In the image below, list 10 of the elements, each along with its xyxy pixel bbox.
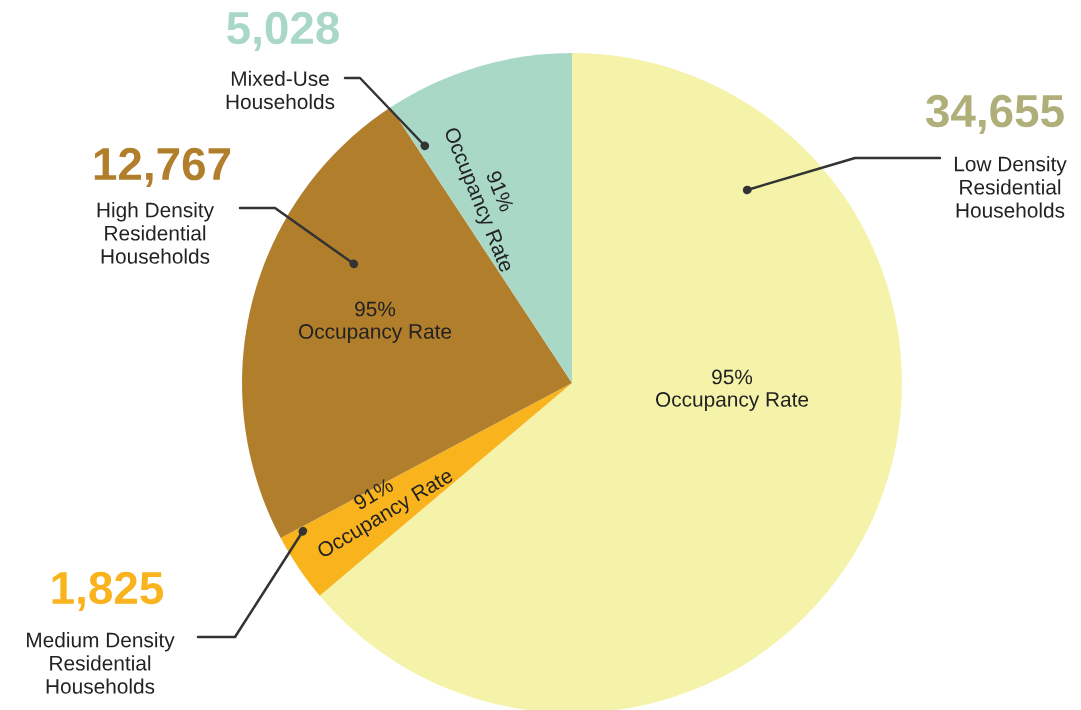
data-label: 12,767 [94,147,231,187]
data-label: 1,825 [52,571,164,611]
data-label: 5,028 [227,11,339,51]
slice-label: Mixed-Use Households [226,70,335,110]
text: 95% Occupancy Rate [655,369,809,411]
slice-label: Medium Density Residential Households [27,632,175,694]
slice-label: High Density Residential Households [97,202,215,264]
data-label: 34,655 [925,94,1064,134]
slice-label: Low Density Residential Households [954,156,1067,218]
text: 95% Occupancy Rate [298,301,452,343]
